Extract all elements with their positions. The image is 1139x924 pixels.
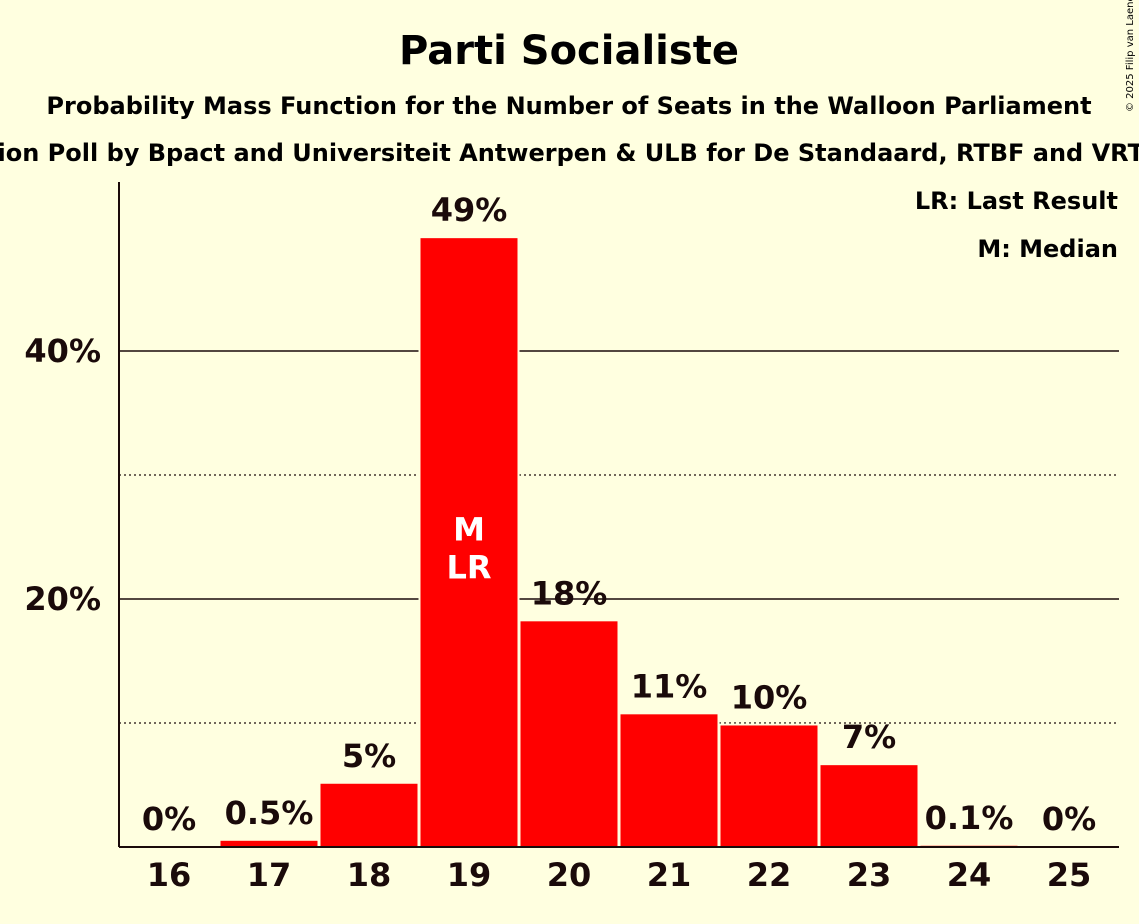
bar-halo (918, 843, 1020, 847)
legend-last-result: LR: Last Result (915, 187, 1118, 215)
legend: LR: Last Result M: Median (915, 187, 1118, 263)
x-tick-label: 19 (447, 856, 492, 894)
bar-value-label: 0% (142, 800, 196, 838)
x-tick-label: 18 (347, 856, 392, 894)
bar-value-label: 18% (531, 574, 608, 612)
last-result-mark: LR (446, 549, 491, 587)
bar-value-label: 7% (842, 718, 896, 756)
x-tick-label: 20 (547, 856, 592, 894)
y-tick-label: 20% (24, 580, 101, 618)
bars (218, 236, 1020, 847)
bar-seat-21 (620, 714, 718, 847)
y-tick-label: 40% (24, 332, 101, 370)
copyright-note: © 2025 Filip van Laenen (1125, 0, 1136, 112)
x-tick-label: 22 (747, 856, 792, 894)
chart-title: Parti Socialiste (399, 28, 739, 74)
median-mark: M (453, 511, 485, 549)
bar-seat-19 (420, 238, 518, 847)
bar-value-label: 5% (342, 737, 396, 775)
x-tick-label: 25 (1047, 856, 1092, 894)
x-tick-label: 23 (847, 856, 892, 894)
bar-labels: 0% 0.5% 5% 49% 18% 11% 10% 7% 0.1% 0% (142, 191, 1096, 838)
x-tick-labels: 16 17 18 19 20 21 22 23 24 25 (147, 856, 1092, 894)
bar-value-label: 0.1% (925, 799, 1014, 837)
bar-value-label: 49% (431, 191, 508, 229)
legend-median: M: Median (977, 235, 1118, 263)
bar-seat-22 (720, 725, 818, 847)
x-tick-label: 24 (947, 856, 992, 894)
bar-seat-17 (220, 840, 318, 847)
bar-seat-23 (820, 765, 918, 847)
y-tick-labels: 20% 40% (24, 332, 101, 618)
bar-value-label: 0% (1042, 800, 1096, 838)
chart-subtitle: Probability Mass Function for the Number… (46, 92, 1091, 120)
median-last-result-marks: MLR (446, 511, 491, 587)
axes (118, 182, 1119, 848)
chart-source-line: Opinion Poll by Bpact and Universiteit A… (0, 139, 1139, 167)
bar-value-label: 11% (631, 667, 708, 705)
x-tick-label: 17 (247, 856, 292, 894)
bar-seat-20 (520, 621, 618, 847)
bar-seat-18 (320, 783, 418, 847)
x-tick-label: 21 (647, 856, 692, 894)
bar-value-label: 0.5% (225, 794, 314, 832)
bar-value-label: 10% (731, 678, 808, 716)
x-tick-label: 16 (147, 856, 192, 894)
